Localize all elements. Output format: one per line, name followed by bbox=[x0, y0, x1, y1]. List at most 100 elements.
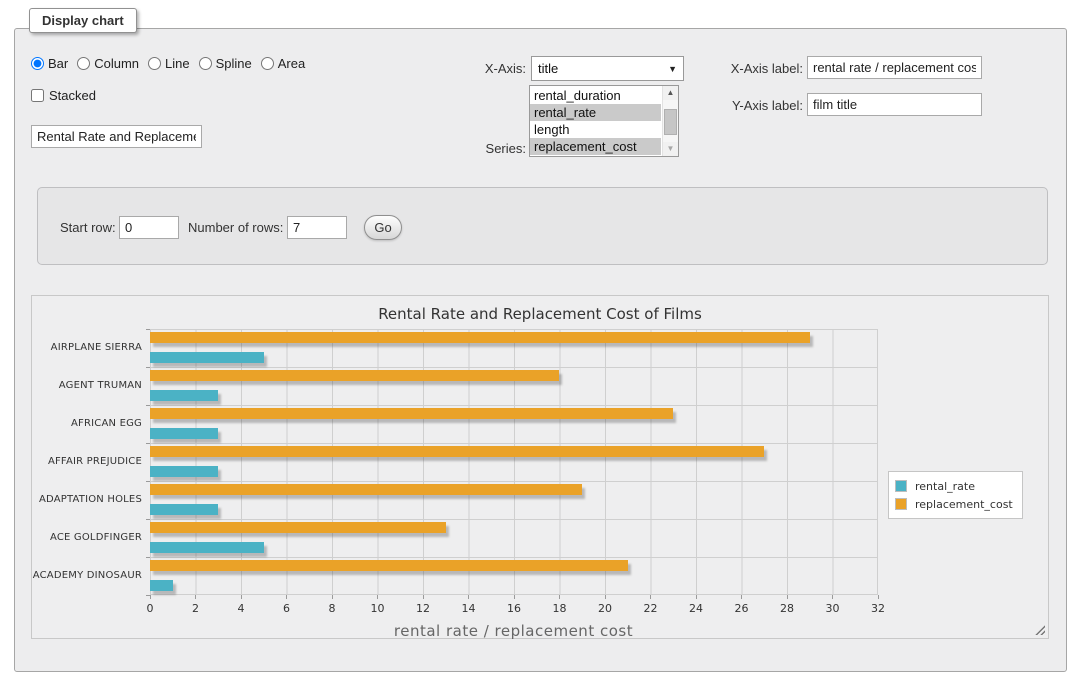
bar-rental_rate bbox=[150, 466, 218, 477]
x-tick-mark bbox=[377, 595, 378, 599]
num-rows-label: Number of rows: bbox=[188, 220, 283, 235]
series-multiselect[interactable]: rental_durationrental_ratelengthreplacem… bbox=[529, 85, 679, 157]
bar-rental_rate bbox=[150, 504, 218, 515]
chart-plot-area: rental rate / replacement cost 024681012… bbox=[150, 329, 878, 595]
x-tick-mark bbox=[332, 595, 333, 599]
x-tick-mark bbox=[241, 595, 242, 599]
legend-label-replacement_cost: replacement_cost bbox=[915, 498, 1013, 511]
chart-type-radio-spline[interactable] bbox=[199, 57, 212, 70]
category-label: AGENT TRUMAN bbox=[26, 380, 142, 391]
category-label: ADAPTATION HOLES bbox=[26, 494, 142, 505]
legend-swatch-rental_rate bbox=[895, 480, 907, 492]
chart-legend: rental_ratereplacement_cost bbox=[888, 471, 1023, 519]
series-option-rental_duration[interactable]: rental_duration bbox=[530, 87, 661, 104]
stacked-label: Stacked bbox=[49, 88, 96, 103]
x-axis-title: rental rate / replacement cost bbox=[150, 622, 877, 640]
x-tick-label: 14 bbox=[449, 602, 489, 615]
y-tick-mark bbox=[146, 481, 150, 482]
scroll-down-icon[interactable]: ▼ bbox=[663, 142, 678, 156]
chart-title: Rental Rate and Replacement Cost of Film… bbox=[32, 305, 1048, 323]
chart-type-label: Line bbox=[165, 56, 190, 71]
y-tick-mark bbox=[146, 595, 150, 596]
series-list-label: Series: bbox=[458, 141, 526, 156]
x-axis-label-label: X-Axis label: bbox=[715, 61, 803, 76]
bar-replacement_cost bbox=[150, 484, 582, 495]
x-tick-mark bbox=[650, 595, 651, 599]
y-tick-mark bbox=[146, 557, 150, 558]
y-tick-mark bbox=[146, 519, 150, 520]
x-tick-label: 12 bbox=[403, 602, 443, 615]
chart-type-radio-column[interactable] bbox=[77, 57, 90, 70]
series-scrollbar[interactable]: ▲ ▼ bbox=[662, 86, 678, 156]
num-rows-input[interactable] bbox=[287, 216, 347, 239]
category-label: AFFAIR PREJUDICE bbox=[26, 456, 142, 467]
bar-replacement_cost bbox=[150, 446, 764, 457]
x-tick-label: 22 bbox=[631, 602, 671, 615]
x-tick-label: 30 bbox=[813, 602, 853, 615]
category-label: AFRICAN EGG bbox=[26, 418, 142, 429]
chart-type-option-column: Column bbox=[77, 56, 139, 71]
x-tick-label: 0 bbox=[130, 602, 170, 615]
scroll-up-icon[interactable]: ▲ bbox=[663, 86, 678, 100]
chart-type-label: Bar bbox=[48, 56, 68, 71]
series-option-rental_rate[interactable]: rental_rate bbox=[530, 104, 661, 121]
y-axis-label-input[interactable] bbox=[807, 93, 982, 116]
chart-type-label: Area bbox=[278, 56, 305, 71]
legend-swatch-replacement_cost bbox=[895, 498, 907, 510]
x-tick-mark bbox=[741, 595, 742, 599]
chart-type-radio-group: BarColumnLineSplineArea bbox=[31, 56, 314, 71]
go-button[interactable]: Go bbox=[364, 215, 402, 240]
fieldset-legend: Display chart bbox=[29, 8, 137, 33]
x-tick-mark bbox=[787, 595, 788, 599]
chart-type-radio-area[interactable] bbox=[261, 57, 274, 70]
x-axis-select-label: X-Axis: bbox=[458, 61, 526, 76]
bar-rental_rate bbox=[150, 580, 173, 591]
display-chart-fieldset: Display chart BarColumnLineSplineArea St… bbox=[14, 28, 1067, 672]
y-tick-mark bbox=[146, 367, 150, 368]
category-label: AIRPLANE SIERRA bbox=[26, 342, 142, 353]
x-tick-label: 10 bbox=[358, 602, 398, 615]
series-options: rental_durationrental_ratelengthreplacem… bbox=[530, 87, 661, 155]
x-tick-mark bbox=[286, 595, 287, 599]
chart-type-option-line: Line bbox=[148, 56, 190, 71]
x-tick-label: 16 bbox=[494, 602, 534, 615]
category-label: ACADEMY DINOSAUR bbox=[26, 570, 142, 581]
x-tick-label: 2 bbox=[176, 602, 216, 615]
x-axis-selected-value: title bbox=[538, 61, 668, 76]
y-tick-mark bbox=[146, 405, 150, 406]
bar-rental_rate bbox=[150, 390, 218, 401]
x-axis-label-input[interactable] bbox=[807, 56, 982, 79]
bar-rental_rate bbox=[150, 542, 264, 553]
chart-container: Rental Rate and Replacement Cost of Film… bbox=[31, 295, 1049, 639]
bar-replacement_cost bbox=[150, 560, 628, 571]
chart-title-input[interactable] bbox=[31, 125, 202, 148]
x-tick-label: 26 bbox=[722, 602, 762, 615]
stacked-checkbox[interactable] bbox=[31, 89, 44, 102]
resize-handle-icon[interactable] bbox=[1034, 624, 1045, 635]
chart-type-option-bar: Bar bbox=[31, 56, 68, 71]
scrollbar-thumb[interactable] bbox=[664, 109, 677, 135]
x-tick-mark bbox=[878, 595, 879, 599]
chevron-down-icon: ▼ bbox=[668, 64, 677, 74]
chart-type-label: Column bbox=[94, 56, 139, 71]
series-option-replacement_cost[interactable]: replacement_cost bbox=[530, 138, 661, 155]
x-tick-label: 20 bbox=[585, 602, 625, 615]
start-row-input[interactable] bbox=[119, 216, 179, 239]
x-tick-label: 6 bbox=[267, 602, 307, 615]
chart-type-radio-bar[interactable] bbox=[31, 57, 44, 70]
legend-item-replacement_cost: replacement_cost bbox=[895, 495, 1013, 513]
chart-type-radio-line[interactable] bbox=[148, 57, 161, 70]
x-tick-mark bbox=[559, 595, 560, 599]
start-row-label: Start row: bbox=[60, 220, 116, 235]
x-axis-select[interactable]: title ▼ bbox=[531, 56, 684, 81]
x-tick-mark bbox=[468, 595, 469, 599]
x-tick-mark bbox=[150, 595, 151, 599]
series-option-length[interactable]: length bbox=[530, 121, 661, 138]
bar-replacement_cost bbox=[150, 522, 446, 533]
x-tick-mark bbox=[832, 595, 833, 599]
y-axis-label-label: Y-Axis label: bbox=[715, 98, 803, 113]
bar-rental_rate bbox=[150, 428, 218, 439]
x-tick-mark bbox=[423, 595, 424, 599]
x-tick-mark bbox=[696, 595, 697, 599]
x-tick-label: 4 bbox=[221, 602, 261, 615]
